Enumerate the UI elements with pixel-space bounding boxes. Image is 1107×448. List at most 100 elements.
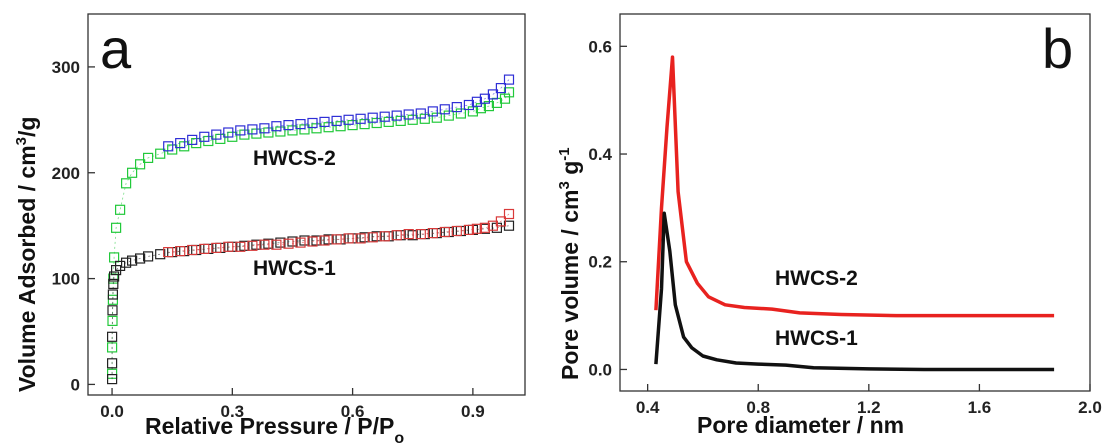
x-tick-label: 0.4 xyxy=(636,398,660,417)
data-point-marker xyxy=(106,358,118,369)
series-line xyxy=(654,211,1055,372)
data-point-marker xyxy=(108,278,119,289)
series-guide-line xyxy=(111,92,510,374)
y-axis-title-a: Volume Adsorbed / cm3/g xyxy=(13,117,40,392)
data-point-marker xyxy=(427,228,438,239)
data-point-marker xyxy=(471,223,482,234)
data-point-marker xyxy=(135,159,146,170)
y-tick-label: 0.2 xyxy=(588,253,612,272)
data-point-marker xyxy=(235,241,246,252)
data-point-marker xyxy=(503,74,515,85)
data-point-marker xyxy=(175,246,186,257)
y-axis-title-superscript-a: 3 xyxy=(13,137,30,145)
x-tick-label: 2.0 xyxy=(1078,398,1102,417)
data-point-marker xyxy=(295,237,306,248)
series-guide-line xyxy=(168,79,510,147)
data-point-marker xyxy=(108,271,120,282)
series-guide-line xyxy=(111,225,510,380)
data-point-marker xyxy=(391,230,402,241)
data-point-marker xyxy=(403,109,414,120)
data-marks-a xyxy=(106,74,515,385)
data-point-marker xyxy=(295,118,306,130)
y-axis-title-superscript2-b: -1 xyxy=(556,147,573,160)
data-point-marker xyxy=(355,113,366,124)
data-point-marker xyxy=(479,93,490,104)
data-point-marker xyxy=(211,242,222,253)
x-tick-label: 1.2 xyxy=(857,398,881,417)
data-point-marker xyxy=(114,204,126,215)
x-tick-label: 0.3 xyxy=(221,402,245,421)
data-point-marker xyxy=(143,152,154,163)
panel-a-adsorption-isotherm: 0.0 0.3 0.6 0.9 0 100 200 300 a HWCS-2 HWCS-1 R… xyxy=(13,13,526,447)
x-tick-label: 0.6 xyxy=(341,402,365,421)
data-point-marker xyxy=(283,238,294,249)
data-point-marker xyxy=(503,208,515,220)
data-point-marker xyxy=(211,129,222,140)
y-tick-label: 0.4 xyxy=(588,145,612,164)
axis-ticks-a: 0.0 0.3 0.6 0.9 0 100 200 300 xyxy=(52,58,485,421)
data-point-marker xyxy=(107,294,119,305)
series-label-hwcs-2-a: HWCS-2 xyxy=(253,147,336,170)
data-point-marker xyxy=(415,108,426,119)
axis-ticks-b: 0.4 0.8 1.2 1.6 2.0 0.0 0.2 0.4 0.6 xyxy=(588,37,1101,417)
x-axis-title-b: Pore diameter / nm xyxy=(697,412,904,438)
data-point-marker xyxy=(283,119,294,131)
data-point-marker xyxy=(331,115,342,127)
data-point-marker xyxy=(271,239,282,250)
data-point-marker xyxy=(379,231,390,242)
data-point-marker xyxy=(247,240,258,251)
data-point-marker xyxy=(107,289,119,300)
data-point-marker xyxy=(451,101,462,113)
data-point-marker xyxy=(355,233,366,244)
y-tick-label: 300 xyxy=(52,58,80,77)
data-point-marker xyxy=(463,99,474,111)
data-point-marker xyxy=(114,260,126,271)
data-point-marker xyxy=(108,252,120,263)
data-point-marker xyxy=(175,138,186,149)
y-tick-label: 200 xyxy=(52,164,80,183)
x-tick-label: 0.0 xyxy=(100,402,124,421)
data-point-marker xyxy=(106,374,118,385)
data-point-marker xyxy=(199,243,210,254)
data-point-marker xyxy=(319,235,330,246)
data-point-marker xyxy=(439,226,450,238)
data-point-marker xyxy=(223,127,234,138)
y-axis-title-tail-a: /g xyxy=(14,117,40,137)
data-point-marker xyxy=(120,257,132,268)
data-point-marker xyxy=(451,225,462,237)
data-point-marker xyxy=(135,253,146,264)
data-point-marker xyxy=(367,232,378,243)
series-guide-line xyxy=(168,213,510,253)
data-point-marker xyxy=(163,141,174,152)
data-point-marker xyxy=(463,224,474,235)
data-point-marker xyxy=(495,82,506,94)
data-point-marker xyxy=(110,222,122,233)
data-point-marker xyxy=(235,125,246,136)
data-point-marker xyxy=(247,124,258,135)
data-point-marker xyxy=(319,116,330,128)
y-axis-title-b: Pore volume / cm3 g-1 xyxy=(556,147,583,380)
panel-b-pore-size-distribution: 0.4 0.8 1.2 1.6 2.0 0.0 0.2 0.4 0.6 b HWCS-2 HWC… xyxy=(556,13,1102,438)
y-tick-label: 0 xyxy=(71,375,80,394)
data-point-marker xyxy=(126,255,138,266)
x-tick-label: 1.6 xyxy=(968,398,992,417)
y-axis-title-mid-b: g xyxy=(557,161,583,181)
data-point-marker xyxy=(391,110,402,121)
data-point-marker xyxy=(343,114,354,125)
data-point-marker xyxy=(187,134,198,145)
data-point-marker xyxy=(343,233,354,244)
data-point-marker xyxy=(439,104,450,115)
data-point-marker xyxy=(307,236,318,247)
data-point-marker xyxy=(403,229,414,240)
series-line xyxy=(654,55,1055,318)
data-point-marker xyxy=(107,315,118,326)
data-point-marker xyxy=(331,234,342,245)
x-tick-label: 0.8 xyxy=(746,398,770,417)
data-point-marker xyxy=(307,117,318,129)
x-axis-title-a: Relative Pressure / P/Po xyxy=(145,413,404,447)
data-marks-b xyxy=(654,55,1055,372)
data-point-marker xyxy=(187,244,198,256)
y-axis-title-superscript-b: 3 xyxy=(556,181,573,189)
data-point-marker xyxy=(271,121,282,132)
